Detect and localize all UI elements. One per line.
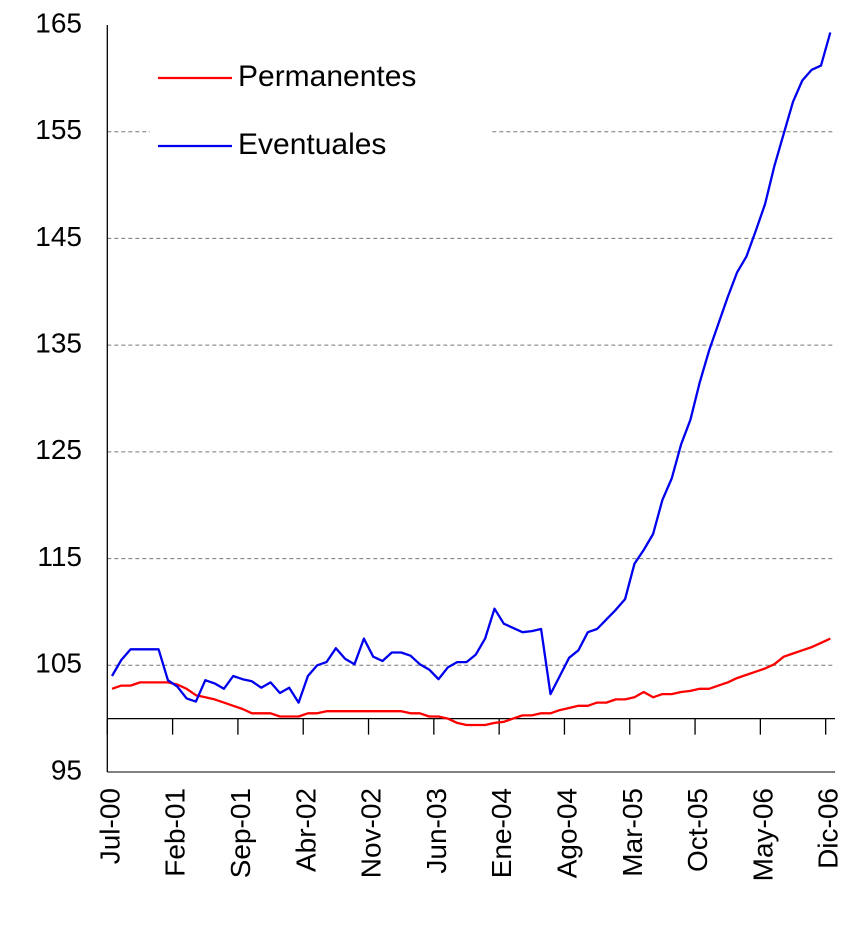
legend-box	[150, 50, 490, 170]
series-line	[111, 637, 831, 727]
x-tick-label: Nov-02	[356, 788, 387, 878]
y-tick-label: 135	[35, 328, 82, 359]
x-tick-label: Feb-01	[160, 788, 191, 877]
x-tick-label: Abr-02	[290, 788, 321, 872]
y-tick-label: 155	[35, 114, 82, 145]
x-tick-label: Ene-04	[486, 788, 517, 878]
y-tick-label: 95	[51, 754, 82, 785]
y-tick-label: 115	[37, 541, 82, 572]
x-tick-label: Ago-04	[552, 788, 583, 878]
x-tick-label: Mar-05	[617, 788, 648, 877]
x-tick-label: Dic-06	[813, 788, 844, 869]
y-tick-label: 105	[35, 648, 82, 679]
legend-label: Permanentes	[238, 60, 416, 93]
legend: Permanentes Eventuales	[150, 50, 490, 170]
series-line	[111, 32, 832, 704]
y-tick-label: 125	[35, 434, 82, 465]
x-tick-label: Jun-03	[421, 788, 452, 874]
x-tick-label: Jul-00	[94, 788, 125, 864]
y-tick-label: 165	[35, 7, 82, 38]
x-tick-label: Sep-01	[225, 788, 256, 878]
x-tick-label: Oct-05	[682, 788, 713, 872]
y-tick-label: 145	[35, 221, 82, 252]
legend-label: Eventuales	[238, 128, 386, 161]
x-tick-label: May-06	[747, 788, 778, 881]
